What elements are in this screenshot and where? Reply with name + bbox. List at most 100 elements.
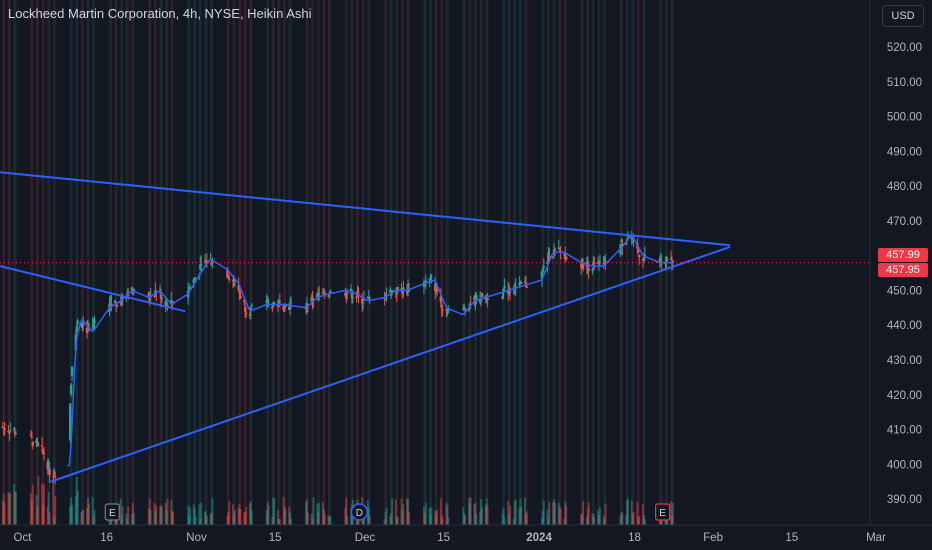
trendline-upper[interactable] bbox=[0, 171, 731, 247]
candle-body bbox=[40, 445, 44, 447]
candle-body bbox=[486, 298, 489, 301]
volume-bar bbox=[153, 503, 156, 525]
session-bar bbox=[289, 0, 291, 525]
candle-body bbox=[641, 259, 645, 261]
candle-body bbox=[232, 281, 236, 283]
volume-bar bbox=[625, 514, 628, 525]
candle-body bbox=[434, 285, 438, 289]
volume-bar bbox=[310, 513, 313, 525]
candle-body bbox=[3, 428, 6, 431]
session-bar bbox=[80, 0, 83, 525]
volume-bar bbox=[670, 515, 673, 525]
event-marker-label: E bbox=[109, 508, 116, 519]
candle-body bbox=[558, 248, 561, 250]
candle-body bbox=[233, 279, 237, 282]
candle-body bbox=[346, 292, 349, 295]
currency-button[interactable]: USD bbox=[882, 5, 924, 27]
session-bar bbox=[8, 0, 10, 525]
volume-bar bbox=[87, 503, 90, 525]
trendline-early-resistance[interactable] bbox=[0, 265, 186, 313]
event-marker-e[interactable]: E bbox=[655, 503, 671, 521]
price-axis[interactable]: 520.00 510.00 500.00 490.00 480.00 470.00 450.… bbox=[887, 42, 922, 506]
volume-bar bbox=[238, 503, 241, 525]
candle-body bbox=[70, 366, 74, 376]
volume-bar bbox=[344, 507, 347, 525]
candle-body bbox=[548, 255, 551, 260]
candle-body bbox=[153, 296, 156, 298]
volume-bar bbox=[565, 505, 568, 525]
candle-body bbox=[360, 298, 364, 304]
candle-body bbox=[621, 243, 624, 247]
candle-body bbox=[478, 298, 482, 303]
volume-bar bbox=[436, 509, 439, 525]
session-bar bbox=[69, 0, 71, 525]
volume-bar bbox=[524, 514, 527, 525]
volume-bar bbox=[508, 513, 511, 525]
session-bar bbox=[542, 0, 544, 525]
event-marker-d[interactable]: D bbox=[350, 503, 369, 521]
volume-bar bbox=[159, 505, 162, 525]
session-bar bbox=[52, 0, 54, 525]
volume-bar bbox=[170, 499, 173, 525]
volume-bar bbox=[598, 507, 601, 525]
candle-body bbox=[546, 261, 549, 264]
candle-body bbox=[278, 301, 282, 303]
volume-bar bbox=[480, 507, 483, 525]
volume-bar bbox=[277, 518, 280, 525]
session-bar bbox=[228, 0, 230, 525]
candle-body bbox=[541, 269, 545, 271]
candle-body bbox=[523, 281, 527, 283]
candle-body bbox=[542, 266, 545, 268]
candle-body bbox=[564, 253, 567, 255]
volume-bar bbox=[367, 507, 370, 525]
volume-bar bbox=[520, 506, 523, 525]
candle-body bbox=[131, 290, 135, 294]
candle-body bbox=[395, 292, 399, 294]
volume-bar bbox=[69, 506, 72, 525]
volume-bar bbox=[468, 503, 471, 525]
volume-bar bbox=[149, 509, 152, 525]
candle-body bbox=[132, 288, 136, 291]
event-marker-e[interactable]: E bbox=[104, 503, 120, 521]
moving-average-line bbox=[66, 235, 674, 467]
session-bar bbox=[267, 0, 269, 525]
time-axis[interactable]: Oct 16 Nov 15 Dec 15 2024 18 Feb 15 Mar bbox=[14, 532, 887, 544]
candle-body bbox=[501, 296, 504, 299]
volume-bar bbox=[306, 512, 309, 525]
session-bar bbox=[473, 0, 476, 525]
candle-body bbox=[130, 287, 134, 292]
session-bar bbox=[541, 0, 543, 525]
session-bar bbox=[469, 0, 471, 525]
x-tick-label: 16 bbox=[100, 532, 113, 544]
trendline-lower[interactable] bbox=[50, 246, 731, 483]
volume-bar bbox=[592, 513, 595, 525]
session-bar bbox=[350, 0, 352, 525]
session-bar bbox=[390, 0, 392, 525]
candle-body bbox=[244, 312, 248, 314]
session-bar bbox=[558, 0, 560, 525]
volume-bar bbox=[278, 518, 281, 525]
volume-bar bbox=[119, 499, 122, 525]
candle-body bbox=[192, 279, 195, 283]
candle-body bbox=[344, 293, 347, 296]
x-tick-label: Nov bbox=[186, 532, 207, 544]
session-bar bbox=[389, 0, 391, 525]
session-bar bbox=[485, 0, 487, 525]
volume-bar bbox=[328, 516, 331, 525]
trendlines-layer[interactable] bbox=[0, 171, 731, 483]
volume-bar bbox=[407, 511, 410, 525]
candle-body bbox=[565, 256, 568, 260]
volume-bar bbox=[428, 507, 431, 525]
event-marker-label: D bbox=[356, 508, 363, 519]
volume-bar bbox=[232, 504, 235, 525]
volume-bar bbox=[327, 515, 330, 525]
session-bar bbox=[385, 0, 388, 525]
candle-body bbox=[518, 282, 521, 285]
y-tick-label: 420.00 bbox=[887, 390, 922, 402]
volume-bar bbox=[638, 516, 641, 525]
candle-body bbox=[284, 303, 287, 307]
candle-body bbox=[345, 295, 348, 297]
volume-bar bbox=[74, 496, 77, 525]
